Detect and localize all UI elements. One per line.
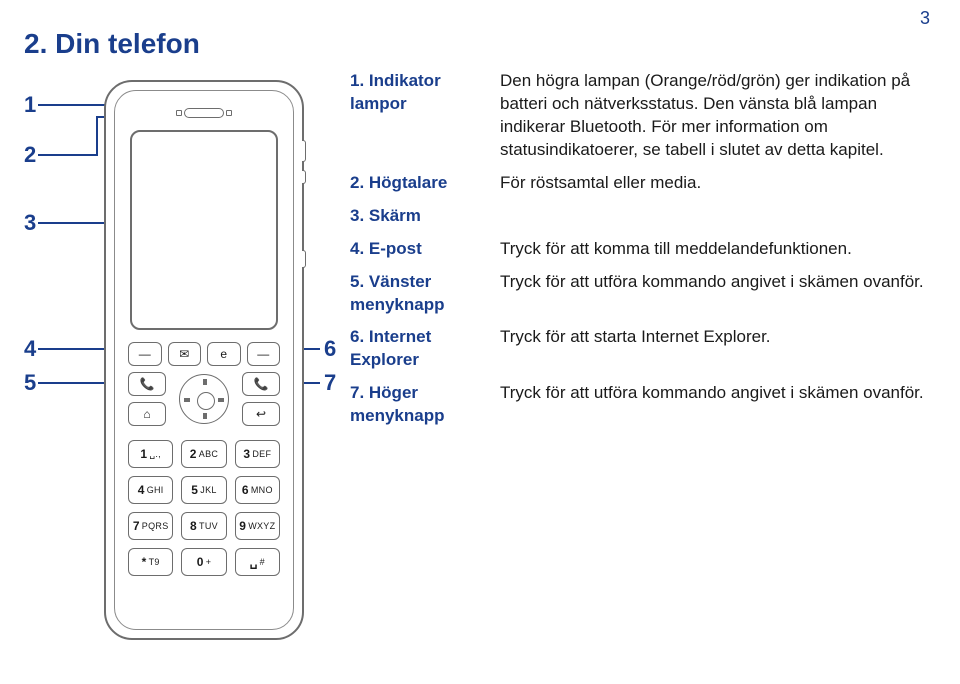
page-title: 2. Din telefon xyxy=(24,28,200,60)
callout-4: 4 xyxy=(24,336,36,362)
side-button xyxy=(302,140,306,162)
desc-row: 5. Vänster menyknapp Tryck för att utför… xyxy=(350,271,930,317)
leader-line xyxy=(96,116,98,156)
earpiece xyxy=(184,108,224,118)
ie-key: e xyxy=(207,342,241,366)
dpad xyxy=(179,374,229,424)
back-key: ↩ xyxy=(242,402,280,426)
key-5: 5JKL xyxy=(181,476,226,504)
desc-row: 1. Indikator lampor Den högra lampan (Or… xyxy=(350,70,930,162)
desc-row: 6. Internet Explorer Tryck för att start… xyxy=(350,326,930,372)
phone-illustration: — ✉ e — 📞 ⌂ 📞 ↩ 1␣., 2ABC 3DEF 4GHI 5JKL… xyxy=(104,80,304,650)
page-number: 3 xyxy=(920,8,930,29)
key-8: 8TUV xyxy=(181,512,226,540)
side-button xyxy=(302,170,306,184)
call-key: 📞 xyxy=(128,372,166,396)
leader-line xyxy=(38,154,98,156)
desc-label: 4. E-post xyxy=(350,238,500,261)
desc-label: 5. Vänster menyknapp xyxy=(350,271,500,317)
right-softkey: — xyxy=(247,342,281,366)
screen xyxy=(130,130,278,330)
end-key: 📞 xyxy=(242,372,280,396)
key-hash: ␣# xyxy=(235,548,280,576)
callout-3: 3 xyxy=(24,210,36,236)
desc-row: 2. Högtalare För röstsamtal eller media. xyxy=(350,172,930,195)
desc-label: 2. Högtalare xyxy=(350,172,500,195)
desc-text: Tryck för att starta Internet Explorer. xyxy=(500,326,930,372)
description-table: 1. Indikator lampor Den högra lampan (Or… xyxy=(350,70,930,438)
softkey-row: — ✉ e — xyxy=(128,342,280,366)
desc-label: 7. Höger menyknapp xyxy=(350,382,500,428)
desc-label: 6. Internet Explorer xyxy=(350,326,500,372)
dpad-down xyxy=(203,413,207,419)
desc-row: 4. E-post Tryck för att komma till medde… xyxy=(350,238,930,261)
dpad-left xyxy=(184,398,190,402)
side-button xyxy=(302,250,306,268)
indicator-led-left xyxy=(176,110,182,116)
indicator-led-right xyxy=(226,110,232,116)
key-star: *T9 xyxy=(128,548,173,576)
desc-text: Tryck för att komma till meddelandefunkt… xyxy=(500,238,930,261)
key-2: 2ABC xyxy=(181,440,226,468)
desc-text: För röstsamtal eller media. xyxy=(500,172,930,195)
callout-7: 7 xyxy=(324,370,336,396)
key-1: 1␣., xyxy=(128,440,173,468)
dpad-up xyxy=(203,379,207,385)
desc-text: Den högra lampan (Orange/röd/grön) ger i… xyxy=(500,70,930,162)
mail-key: ✉ xyxy=(168,342,202,366)
phone-diagram: 1 2 3 4 5 6 7 — ✉ e — 📞 xyxy=(24,80,354,660)
key-9: 9WXYZ xyxy=(235,512,280,540)
home-key: ⌂ xyxy=(128,402,166,426)
nav-cluster: 📞 ⌂ 📞 ↩ xyxy=(128,372,280,426)
left-softkey: — xyxy=(128,342,162,366)
callout-5: 5 xyxy=(24,370,36,396)
key-3: 3DEF xyxy=(235,440,280,468)
desc-row: 3. Skärm xyxy=(350,205,930,228)
keypad: 1␣., 2ABC 3DEF 4GHI 5JKL 6MNO 7PQRS 8TUV… xyxy=(128,440,280,576)
key-4: 4GHI xyxy=(128,476,173,504)
key-7: 7PQRS xyxy=(128,512,173,540)
desc-row: 7. Höger menyknapp Tryck för att utföra … xyxy=(350,382,930,428)
desc-text: Tryck för att utföra kommando angivet i … xyxy=(500,382,930,428)
dpad-right xyxy=(218,398,224,402)
key-6: 6MNO xyxy=(235,476,280,504)
desc-label: 3. Skärm xyxy=(350,205,500,228)
callout-2: 2 xyxy=(24,142,36,168)
callout-6: 6 xyxy=(324,336,336,362)
desc-text: Tryck för att utföra kommando angivet i … xyxy=(500,271,930,317)
desc-text xyxy=(500,205,930,228)
key-0: 0+ xyxy=(181,548,226,576)
callout-1: 1 xyxy=(24,92,36,118)
desc-label: 1. Indikator lampor xyxy=(350,70,500,162)
